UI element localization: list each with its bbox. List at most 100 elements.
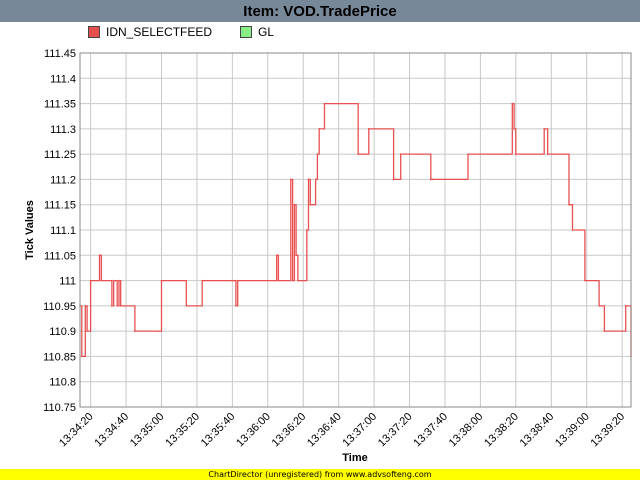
series-point xyxy=(546,153,549,155)
series-point xyxy=(467,153,469,155)
x-tick-label: 13:38:00 xyxy=(447,411,486,450)
x-tick-label: 13:39:20 xyxy=(588,411,627,450)
series-point xyxy=(89,279,92,282)
y-tick-label: 111.35 xyxy=(44,99,76,111)
series-point xyxy=(116,305,119,307)
x-tick-label: 13:34:40 xyxy=(92,411,131,450)
x-tick-label: 13:35:00 xyxy=(128,411,167,450)
series-point xyxy=(84,305,87,307)
series-point xyxy=(568,203,570,206)
legend-swatch-gl xyxy=(240,26,253,38)
y-tick-label: 110.8 xyxy=(49,377,76,389)
series-layer xyxy=(79,102,632,358)
series-point xyxy=(111,305,113,307)
series-point xyxy=(274,279,276,282)
x-tick-label: 13:36:00 xyxy=(234,411,273,450)
series-point xyxy=(98,254,101,257)
plot-border xyxy=(79,52,632,408)
x-axis-ticks: 13:34:2013:34:4013:35:0013:35:2013:35:40… xyxy=(57,411,627,450)
legend-item-idn-selectfeed: IDN_SELECTFEED xyxy=(88,25,212,39)
series-point xyxy=(515,153,517,155)
series-point xyxy=(236,279,239,282)
series-point xyxy=(511,102,514,105)
series-point xyxy=(318,128,320,130)
x-tick-label: 13:38:20 xyxy=(482,411,521,450)
series-point xyxy=(290,178,292,181)
footer-text: ChartDirector (unregistered) from www.ad… xyxy=(208,470,432,479)
footer-watermark: ChartDirector (unregistered) from www.ad… xyxy=(0,469,640,480)
series-point xyxy=(185,305,188,307)
x-tick-label: 13:38:40 xyxy=(518,411,557,450)
x-tick-label: 13:37:40 xyxy=(411,411,450,450)
y-tick-label: 111.3 xyxy=(50,124,76,136)
legend-item-gl: GL xyxy=(240,25,274,39)
y-tick-label: 110.85 xyxy=(43,351,76,363)
gridlines xyxy=(80,52,631,408)
y-tick-label: 111 xyxy=(59,276,76,288)
series-point xyxy=(100,279,103,282)
series-point xyxy=(297,279,299,282)
series-point xyxy=(295,254,297,257)
series-point xyxy=(118,279,120,282)
series-point xyxy=(429,178,432,181)
series-point xyxy=(291,279,294,282)
y-tick-label: 111.25 xyxy=(44,149,76,161)
series-point xyxy=(431,178,434,181)
x-tick-label: 13:36:20 xyxy=(270,411,309,450)
series-point xyxy=(233,279,235,282)
series-point xyxy=(309,203,312,206)
series-point xyxy=(275,254,278,257)
chart-plot: 110.75 110.8 110.85 110.9 110.95 111 111.05 111… xyxy=(24,48,632,464)
y-tick-label: 110.95 xyxy=(43,301,76,313)
x-tick-label: 13:35:20 xyxy=(163,411,202,450)
legend-swatch-idn-selectfeed xyxy=(88,26,100,38)
series-point xyxy=(307,178,310,181)
series-point xyxy=(571,229,574,231)
y-tick-label: 111.45 xyxy=(44,48,76,60)
y-tick-label: 111.05 xyxy=(44,250,76,262)
legend-label-idn-selectfeed: IDN_SELECTFEED xyxy=(106,25,213,39)
series-point xyxy=(277,279,280,282)
series-point xyxy=(293,203,296,206)
x-tick-label: 13:35:40 xyxy=(199,411,238,450)
x-axis-label: Time xyxy=(342,452,367,464)
series-point xyxy=(603,330,606,332)
series-point xyxy=(160,279,163,282)
series-point xyxy=(399,153,402,155)
series-point xyxy=(86,330,88,332)
series-point xyxy=(112,279,115,282)
y-axis-ticks: 110.75 110.8 110.85 110.9 110.95 111 111.05 111… xyxy=(43,48,76,414)
y-tick-label: 111.1 xyxy=(50,225,76,237)
series-point xyxy=(624,305,627,307)
y-tick-label: 111.4 xyxy=(50,73,76,85)
y-tick-label: 110.9 xyxy=(49,326,76,338)
y-tick-label: 110.75 xyxy=(43,402,76,414)
series-point xyxy=(357,153,359,155)
x-tick-label: 13:37:00 xyxy=(340,411,379,450)
series-point xyxy=(316,153,319,155)
legend: IDN_SELECTFEED GL xyxy=(88,24,274,40)
series-point xyxy=(598,305,600,307)
series-point xyxy=(134,330,136,332)
series-point xyxy=(157,330,159,332)
x-tick-label: 13:36:40 xyxy=(305,411,344,450)
series-point xyxy=(119,305,122,307)
series-point xyxy=(323,102,326,105)
series-point xyxy=(392,178,395,181)
legend-label-gl: GL xyxy=(258,25,275,39)
series-point xyxy=(314,178,317,181)
series-point xyxy=(584,279,586,282)
series-point xyxy=(235,305,237,307)
x-tick-label: 13:34:20 xyxy=(57,411,96,450)
chart-title: Item: VOD.TradePrice xyxy=(243,2,397,20)
y-tick-label: 111.2 xyxy=(50,174,76,186)
y-tick-label: 111.15 xyxy=(44,200,76,212)
series-point xyxy=(80,355,83,358)
series-point xyxy=(305,229,308,231)
x-tick-label: 13:39:00 xyxy=(553,411,592,450)
title-bar: Item: VOD.TradePrice xyxy=(0,0,640,22)
series-point xyxy=(367,128,370,130)
x-tick-label: 13:37:20 xyxy=(376,411,415,450)
series-point xyxy=(543,128,545,130)
series-point xyxy=(201,279,204,282)
